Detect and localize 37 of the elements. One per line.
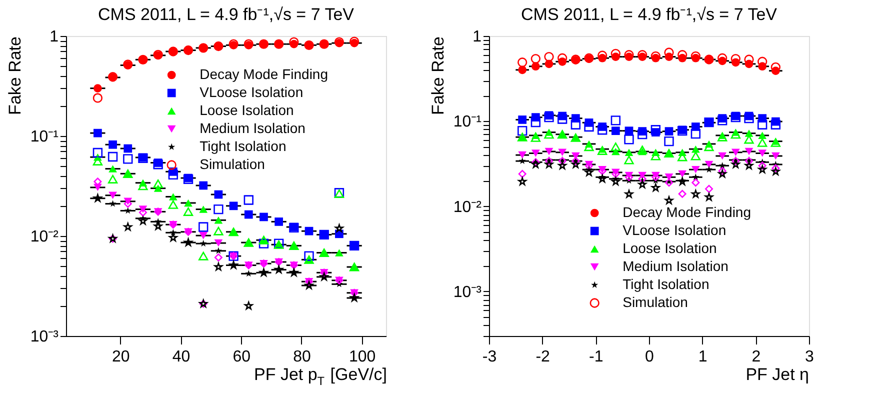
x-tick-label: 20 bbox=[112, 348, 130, 366]
y-axis-title: Fake Rate bbox=[428, 36, 448, 115]
x-tick-label: 1 bbox=[698, 348, 708, 366]
x-tick-label: 2 bbox=[752, 348, 761, 366]
x-tick-label: 0 bbox=[645, 348, 654, 366]
y-tick-label: 10⁻³ bbox=[30, 328, 60, 346]
x-tick-label: 3 bbox=[805, 348, 814, 366]
x-tick-label: -3 bbox=[482, 348, 497, 366]
legend-label: Decay Mode Finding bbox=[622, 204, 752, 220]
x-axis-title: PF Jet η bbox=[746, 365, 810, 384]
y-tick-label: 10⁻¹ bbox=[30, 128, 58, 146]
legend-label: Simulation bbox=[200, 156, 265, 172]
x-tick-label: 40 bbox=[172, 348, 190, 366]
y-axis-title: Fake Rate bbox=[5, 36, 24, 115]
legend-label: VLoose Isolation bbox=[200, 84, 304, 100]
y-tick-label: 1 bbox=[50, 28, 59, 46]
chart-title: CMS 2011, L = 4.9 fb⁻¹,√s = 7 TeV bbox=[98, 5, 355, 24]
x-tick-label: -1 bbox=[589, 348, 604, 366]
legend-label: Tight Isolation bbox=[622, 276, 710, 292]
y-tick-label: 10⁻³ bbox=[453, 284, 482, 301]
y-tick-label: 10⁻² bbox=[453, 198, 482, 216]
y-tick-label: 10⁻² bbox=[30, 228, 60, 246]
y-tick-label: 1 bbox=[472, 28, 482, 46]
legend-label: Medium Isolation bbox=[622, 258, 728, 274]
legend-label: Loose Isolation bbox=[200, 102, 294, 118]
legend-label: VLoose Isolation bbox=[622, 222, 726, 238]
legend-label: Decay Mode Finding bbox=[200, 66, 328, 82]
chart-title: CMS 2011, L = 4.9 fb⁻¹,√s = 7 TeV bbox=[521, 5, 778, 24]
x-tick-label: -2 bbox=[536, 348, 550, 366]
x-tick-label: 100 bbox=[348, 348, 376, 366]
legend-label: Simulation bbox=[622, 294, 688, 310]
x-tick-label: 80 bbox=[293, 348, 311, 366]
legend-label: Tight Isolation bbox=[200, 138, 286, 154]
legend-label: Loose Isolation bbox=[622, 240, 717, 256]
legend-label: Medium Isolation bbox=[200, 120, 306, 136]
y-tick-label: 10⁻¹ bbox=[453, 114, 482, 131]
x-tick-label: 60 bbox=[232, 348, 251, 366]
